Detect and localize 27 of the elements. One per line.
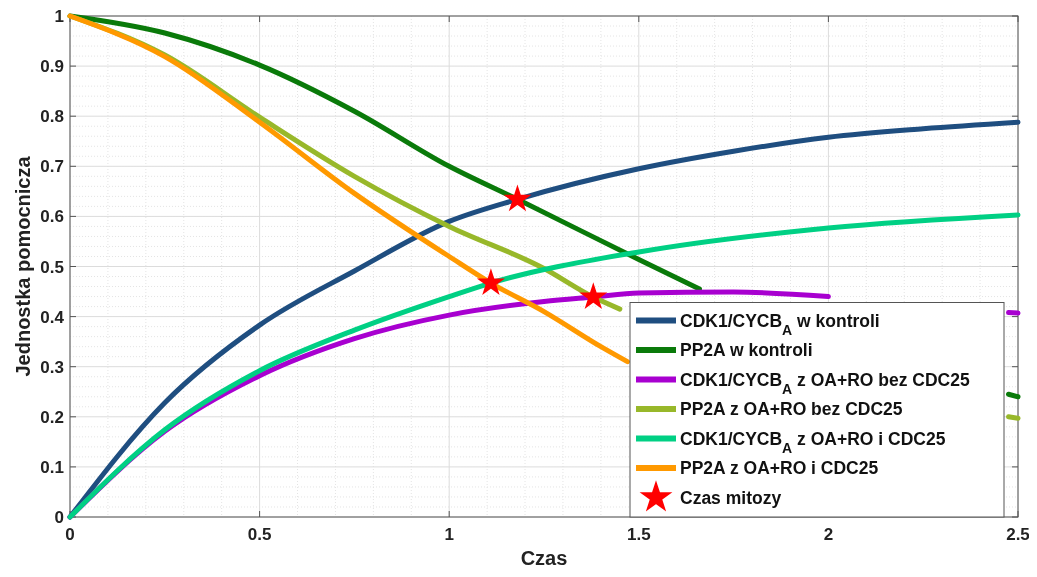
y-tick-label: 1 <box>54 7 64 26</box>
y-tick-label: 0.1 <box>40 457 64 477</box>
y-tick-label: 0.4 <box>40 307 65 327</box>
y-axis-title: Jednostka pomocnicza <box>12 155 34 377</box>
legend-label: Czas mitozy <box>680 487 782 508</box>
y-tick-label: 0.2 <box>40 407 64 427</box>
x-tick-label: 1.5 <box>626 525 651 544</box>
legend-label: CDK1/CYCB$_{A}$ z OA+RO i CDC25 <box>680 428 946 456</box>
x-tick-label: 2.5 <box>1006 525 1030 544</box>
y-tick-label: 0 <box>54 508 64 527</box>
x-tick-label: 1 <box>444 525 454 544</box>
legend-label: PP2A z OA+RO bez CDC25 <box>680 399 903 419</box>
y-tick-label: 0.7 <box>40 157 64 177</box>
point <box>579 282 608 309</box>
point <box>503 184 532 212</box>
y-tick-label: 0.9 <box>40 57 64 77</box>
legend-label: PP2A z OA+RO i CDC25 <box>680 458 879 478</box>
x-tick-label: 2 <box>823 525 834 544</box>
legend-label: CDK1/CYCB$_{A}$ w kontroli <box>680 310 880 338</box>
legend-label: PP2A w kontroli <box>680 340 813 360</box>
y-tick-label: 0.6 <box>40 207 64 227</box>
x-tick-label: 0.5 <box>247 525 272 544</box>
x-axis-title: Czas <box>520 547 568 569</box>
y-tick-label: 0.5 <box>40 257 64 277</box>
y-tick-label: 0.8 <box>40 107 64 127</box>
legend-label: CDK1/CYCB$_{A}$ z OA+RO bez CDC25 <box>680 369 970 397</box>
y-tick-label: 0.3 <box>40 357 64 377</box>
